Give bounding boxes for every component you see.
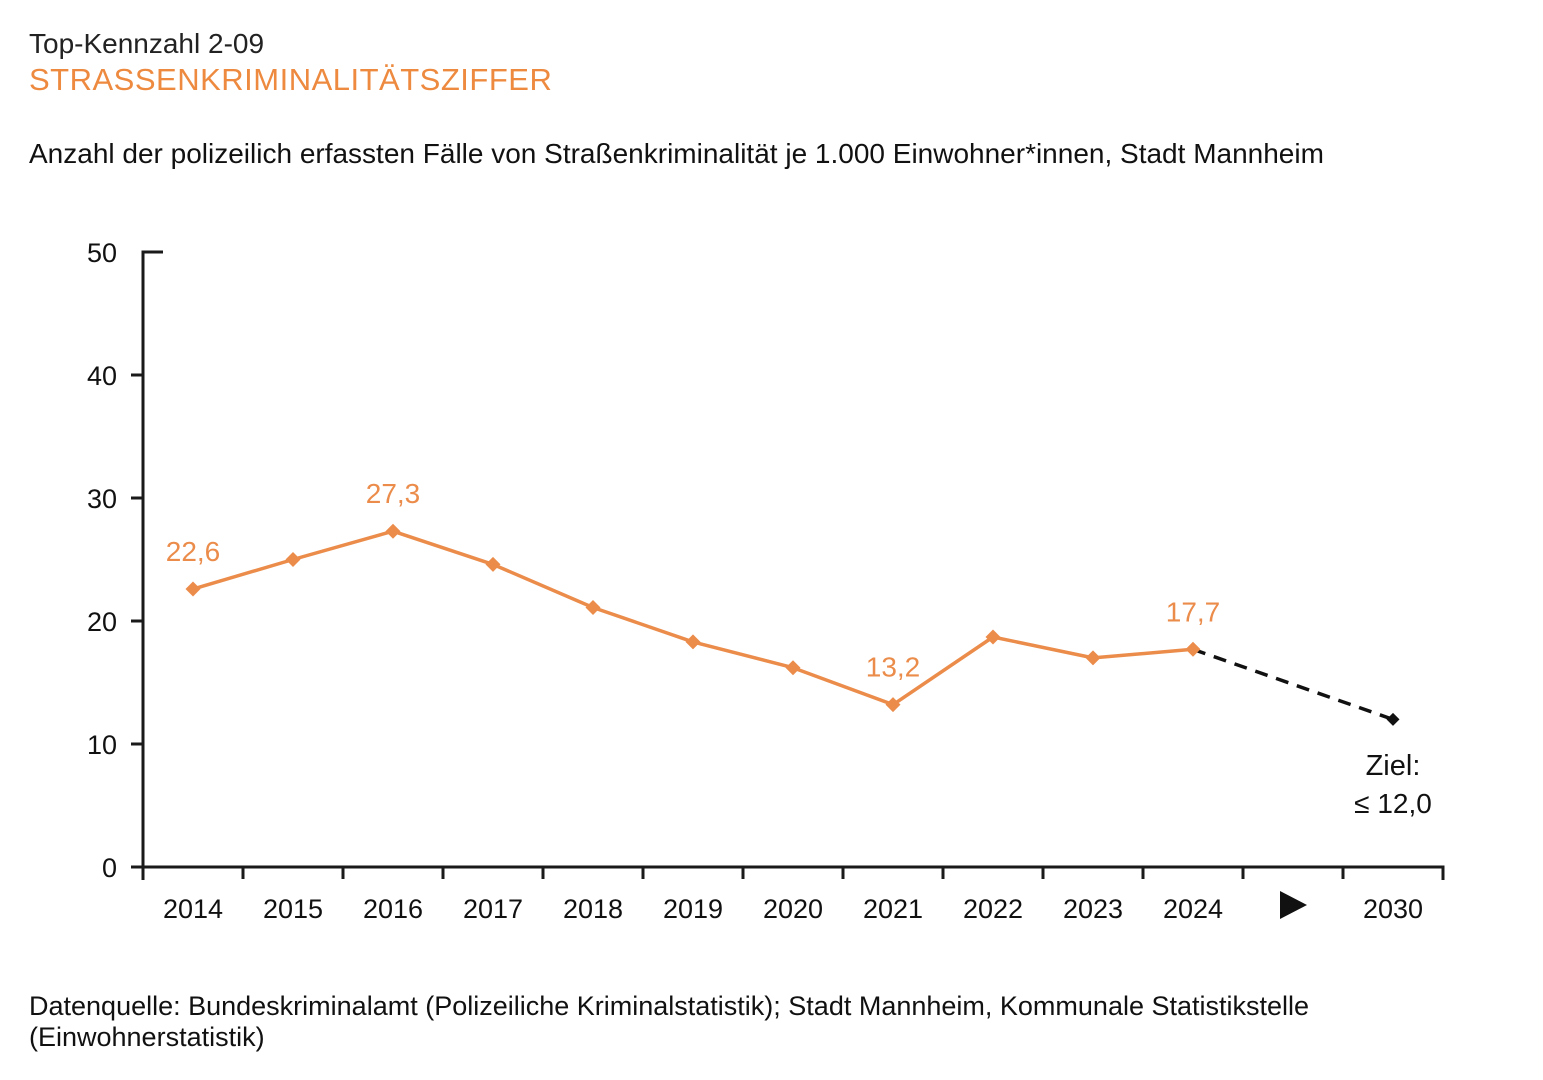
y-tick-label-20: 20 bbox=[87, 607, 117, 637]
data-point-2017 bbox=[485, 556, 501, 572]
x-tick-label-2015: 2015 bbox=[263, 894, 323, 924]
y-tick-label-30: 30 bbox=[87, 484, 117, 514]
y-tick-label-40: 40 bbox=[87, 361, 117, 391]
point-label-2021: 13,2 bbox=[866, 652, 921, 683]
x-tick-label-2024: 2024 bbox=[1163, 894, 1223, 924]
data-point-2021 bbox=[885, 697, 901, 713]
target-label-title: Ziel: bbox=[1366, 750, 1421, 782]
y-tick-label-10: 10 bbox=[87, 730, 117, 760]
x-tick-label-2017: 2017 bbox=[463, 894, 523, 924]
x-tick-label-2014: 2014 bbox=[163, 894, 223, 924]
data-point-2020 bbox=[785, 660, 801, 676]
data-point-2014 bbox=[185, 581, 201, 597]
kicker: Top-Kennzahl 2-09 bbox=[29, 28, 265, 59]
data-point-2016 bbox=[385, 523, 401, 539]
data-point-2018 bbox=[585, 599, 601, 615]
forward-arrow-icon bbox=[1280, 891, 1307, 919]
x-tick-label-2021: 2021 bbox=[863, 894, 923, 924]
chart-subtitle: Anzahl der polizeilich erfassten Fälle v… bbox=[29, 138, 1324, 169]
projection-line bbox=[1192, 647, 1394, 722]
trend-line bbox=[192, 529, 1194, 707]
data-point-2024 bbox=[1185, 641, 1201, 657]
x-tick-label-2016: 2016 bbox=[363, 894, 423, 924]
axis-frame bbox=[141, 250, 1445, 880]
x-tick-label-2020: 2020 bbox=[763, 894, 823, 924]
x-tick-label-2022: 2022 bbox=[963, 894, 1023, 924]
y-tick-label-50: 50 bbox=[87, 238, 117, 268]
point-label-2014: 22,6 bbox=[166, 536, 221, 567]
target-label-value: ≤ 12,0 bbox=[1354, 788, 1432, 819]
point-label-2016: 27,3 bbox=[366, 478, 421, 509]
x-tick-label-2018: 2018 bbox=[563, 894, 623, 924]
data-point-2022 bbox=[985, 629, 1001, 645]
point-label-2024: 17,7 bbox=[1166, 596, 1221, 627]
x-tick-label-2030: 2030 bbox=[1363, 894, 1423, 924]
data-point-2019 bbox=[685, 634, 701, 650]
page-title: STRASSENKRIMINALITÄTSZIFFER bbox=[29, 62, 553, 97]
data-point-2015 bbox=[285, 552, 301, 567]
x-tick-label-2023: 2023 bbox=[1063, 894, 1123, 924]
x-tick-label-2019: 2019 bbox=[663, 894, 723, 924]
data-source: Datenquelle: Bundeskriminalamt (Polizeil… bbox=[29, 991, 1310, 1052]
y-tick-label-0: 0 bbox=[102, 853, 117, 883]
data-point-2023 bbox=[1085, 650, 1101, 666]
target-point bbox=[1386, 712, 1400, 726]
